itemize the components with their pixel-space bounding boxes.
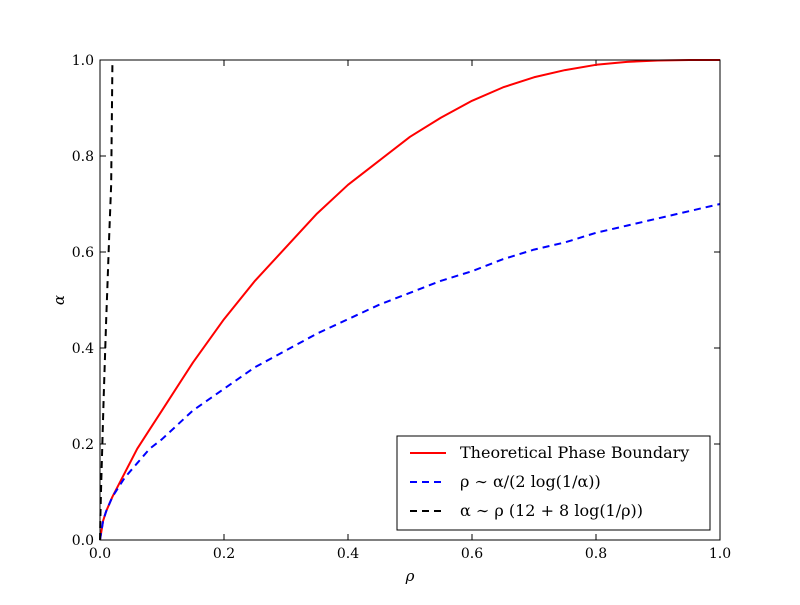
- legend-label-2: α ∼ ρ (12 + 8 log(1/ρ)): [460, 501, 643, 520]
- plot-frame: [99, 59, 721, 541]
- y-tick-label: 0.8: [72, 149, 94, 165]
- legend-box: [396, 435, 711, 531]
- y-tick-label: 0.4: [72, 341, 94, 357]
- legend: Theoretical Phase Boundary ρ ∼ α/(2 log(…: [396, 435, 711, 531]
- x-tick-label: 0.6: [461, 546, 483, 562]
- y-tick-label: 0.0: [72, 533, 94, 549]
- x-axis-label: ρ: [405, 567, 415, 585]
- x-tick-label: 1.0: [709, 546, 731, 562]
- y-tick-label: 0.6: [72, 245, 94, 261]
- series-line-0: [99, 59, 720, 541]
- series-line-2: [99, 64, 114, 541]
- x-tick-label: 0.8: [585, 546, 607, 562]
- x-tick-label: 0.2: [213, 546, 235, 562]
- plot-layer: [99, 59, 721, 541]
- y-tick-label: 1.0: [72, 53, 94, 69]
- legend-label-1: ρ ∼ α/(2 log(1/α)): [460, 472, 601, 491]
- x-tick-label: 0.4: [337, 546, 359, 562]
- x-tick-label: 0.0: [89, 546, 111, 562]
- y-tick-label: 0.2: [72, 437, 94, 453]
- y-axis-label: α: [50, 295, 68, 305]
- series-line-1: [99, 203, 721, 541]
- legend-label-0: Theoretical Phase Boundary: [460, 443, 689, 462]
